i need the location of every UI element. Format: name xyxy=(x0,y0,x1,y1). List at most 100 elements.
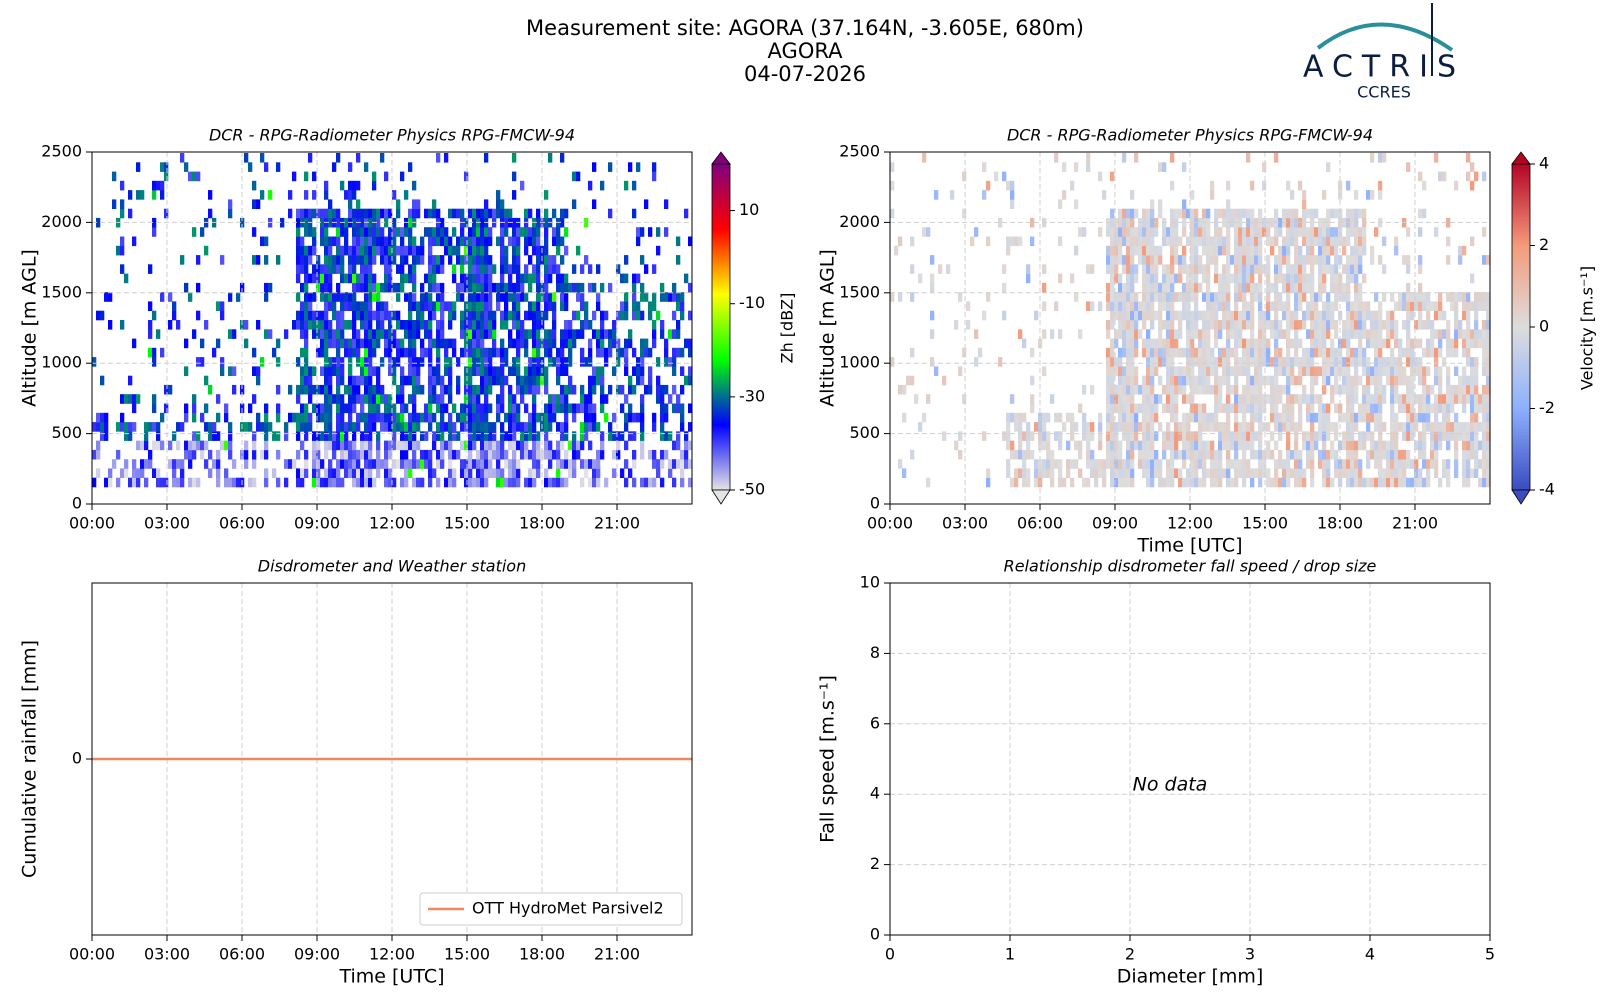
radar-pixel xyxy=(364,468,369,478)
radar-pixel xyxy=(1322,477,1327,488)
radar-pixel xyxy=(524,375,529,386)
radar-pixel xyxy=(400,449,405,460)
radar-pixel xyxy=(484,384,489,395)
radar-pixel xyxy=(412,329,417,339)
radar-pixel xyxy=(1374,422,1379,432)
radar-pixel xyxy=(1018,449,1023,460)
radar-pixel xyxy=(1318,264,1323,274)
radar-pixel xyxy=(356,357,361,367)
radar-pixel xyxy=(1462,301,1467,311)
radar-pixel xyxy=(356,255,361,265)
radar-pixel xyxy=(328,329,333,339)
radar-pixel xyxy=(468,282,473,293)
radar-pixel xyxy=(1374,347,1379,358)
radar-pixel xyxy=(376,301,381,311)
radar-pixel xyxy=(1310,366,1315,376)
radar-pixel xyxy=(480,449,485,460)
radar-pixel xyxy=(464,403,469,414)
radar-pixel xyxy=(504,347,509,358)
radar-pixel xyxy=(228,199,233,209)
radar-pixel xyxy=(552,208,557,219)
radar-pixel xyxy=(1222,245,1227,256)
radar-pixel xyxy=(1222,375,1227,386)
radar-pixel xyxy=(1082,422,1087,432)
radar-pixel xyxy=(304,310,309,321)
radar-pixel xyxy=(464,394,469,404)
radar-pixel xyxy=(296,255,301,265)
radar-pixel xyxy=(1042,459,1047,469)
radar-pixel xyxy=(1406,347,1411,358)
radar-pixel xyxy=(1362,310,1367,321)
radar-pixel xyxy=(1486,310,1491,321)
radar-pixel xyxy=(1146,301,1151,311)
radar-pixel xyxy=(408,162,413,172)
radar-pixel xyxy=(1486,403,1491,414)
radar-pixel xyxy=(516,403,521,414)
radar-pixel xyxy=(1142,310,1147,321)
radar-pixel xyxy=(448,357,453,367)
radar-pixel xyxy=(368,329,373,339)
radar-pixel xyxy=(640,227,645,237)
radar-pixel xyxy=(1454,394,1459,404)
radar-pixel xyxy=(1398,375,1403,386)
radar-pixel xyxy=(500,477,505,488)
radar-pixel xyxy=(672,440,677,451)
colorbar-extend-top xyxy=(711,151,731,165)
radar-pixel xyxy=(1434,394,1439,404)
radar-pixel xyxy=(1042,468,1047,478)
radar-pixel xyxy=(504,264,509,274)
radar-pixel xyxy=(504,459,509,469)
radar-pixel xyxy=(448,208,453,219)
radar-pixel xyxy=(196,255,201,265)
radar-pixel xyxy=(1138,459,1143,469)
radar-pixel xyxy=(548,449,553,460)
radar-pixel xyxy=(1182,282,1187,293)
radar-pixel xyxy=(1294,422,1299,432)
radar-pixel xyxy=(1222,217,1227,228)
radar-pixel xyxy=(1318,431,1323,441)
radar-pixel xyxy=(412,440,417,451)
radar-pixel xyxy=(648,477,653,488)
radar-pixel xyxy=(1182,449,1187,460)
radar-pixel xyxy=(1402,403,1407,414)
radar-pixel xyxy=(448,468,453,478)
radar-pixel xyxy=(1274,292,1279,302)
radar-pixel xyxy=(532,375,537,386)
radar-pixel xyxy=(1346,236,1351,247)
radar-pixel xyxy=(1150,320,1155,330)
radar-pixel xyxy=(1378,310,1383,321)
radar-pixel xyxy=(472,422,477,432)
radar-pixel xyxy=(468,403,473,414)
radar-pixel xyxy=(252,440,257,451)
radar-pixel xyxy=(520,449,525,460)
radar-pixel xyxy=(360,468,365,478)
radar-pixel xyxy=(688,282,693,293)
radar-pixel xyxy=(328,255,333,265)
radar-pixel xyxy=(1142,264,1147,274)
radar-pixel xyxy=(1218,208,1223,219)
radar-pixel xyxy=(1206,217,1211,228)
radar-pixel xyxy=(1234,264,1239,274)
radar-pixel xyxy=(344,217,349,228)
radar-pixel xyxy=(380,236,385,247)
radar-pixel xyxy=(1270,431,1275,441)
radar-pixel xyxy=(1474,449,1479,460)
radar-pixel xyxy=(1198,440,1203,451)
radar-pixel xyxy=(568,384,573,395)
radar-pixel xyxy=(472,227,477,237)
radar-pixel xyxy=(236,292,241,302)
radar-pixel xyxy=(1346,320,1351,330)
radar-pixel xyxy=(632,366,637,376)
radar-pixel xyxy=(1334,264,1339,274)
radar-pixel xyxy=(508,384,513,395)
radar-pixel xyxy=(444,338,449,349)
radar-pixel xyxy=(432,366,437,376)
radar-pixel xyxy=(1334,468,1339,478)
radar-pixel xyxy=(492,449,497,460)
radar-pixel xyxy=(1294,357,1299,367)
radar-pixel xyxy=(1114,468,1119,478)
radar-pixel xyxy=(260,449,265,460)
radar-pixel xyxy=(1346,292,1351,302)
radar-pixel xyxy=(568,375,573,386)
radar-pixel xyxy=(524,384,529,395)
